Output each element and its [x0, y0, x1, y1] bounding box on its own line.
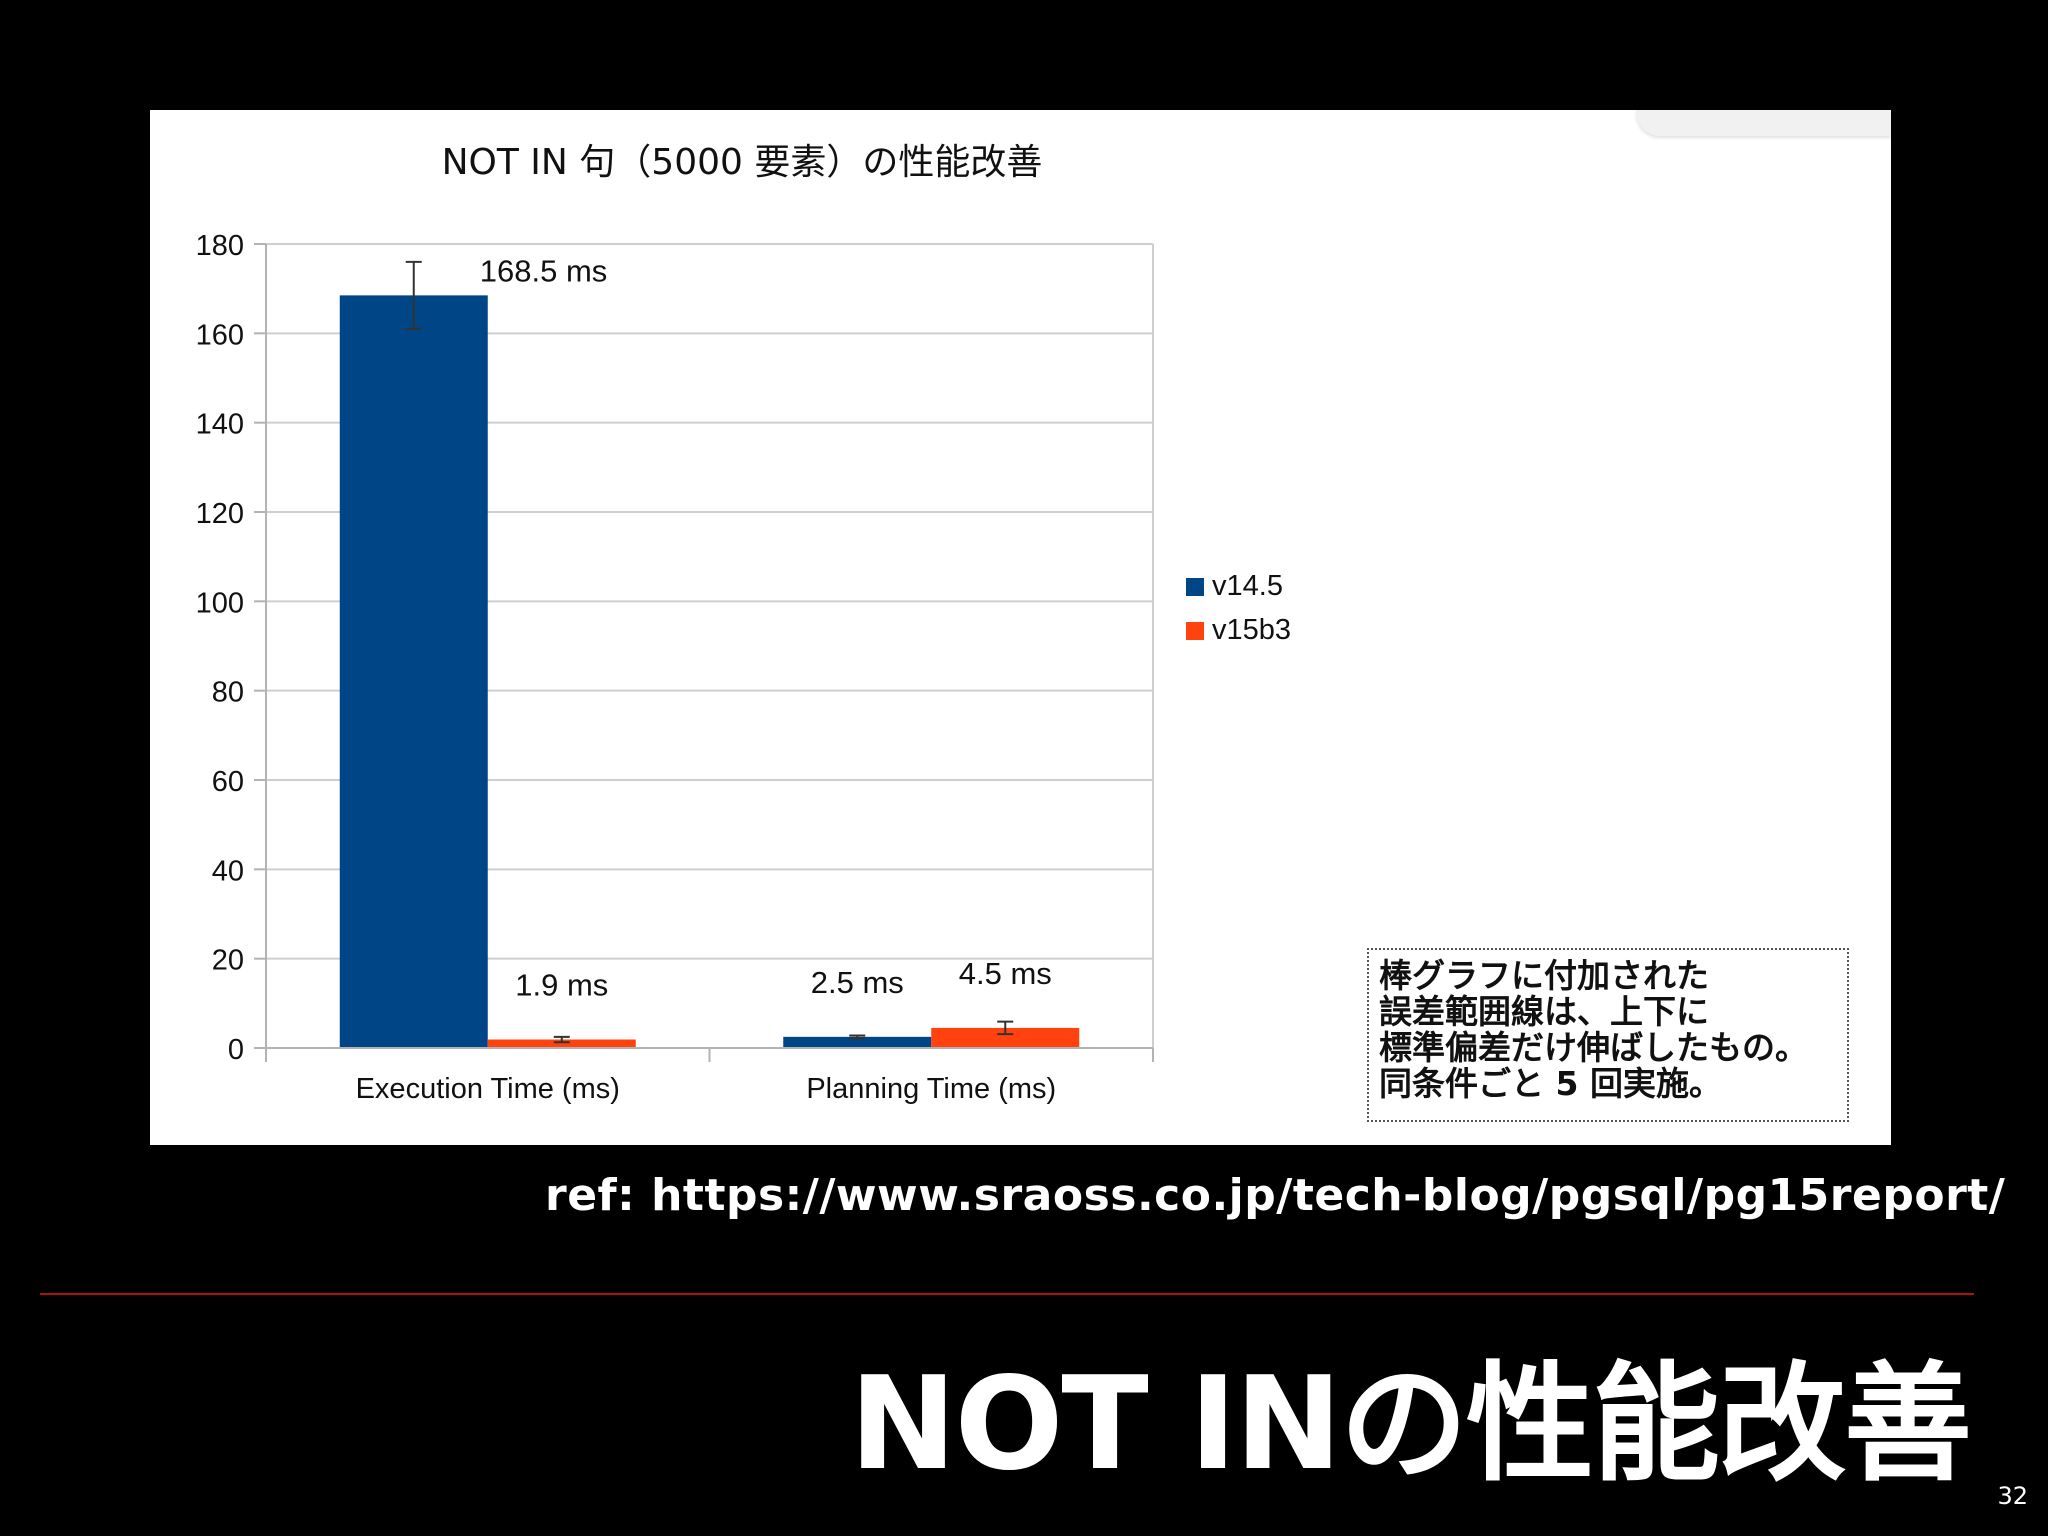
note-line: 同条件ごと 5 回実施。	[1379, 1064, 1722, 1103]
bar-v14.5	[339, 295, 488, 1048]
chart-title: NOT IN 句（5000 要素）の性能改善	[442, 142, 1043, 183]
x-category-label: Execution Time (ms)	[356, 1073, 620, 1105]
data-label: 2.5 ms	[811, 965, 904, 1000]
y-tick-label: 120	[196, 498, 244, 530]
y-tick-label: 0	[228, 1034, 244, 1066]
data-labels: 168.5 ms 1.9 ms 2.5 ms 4.5 ms	[480, 253, 1052, 1002]
y-axis-ticks: 0 20 40 60 80 100 120 140 160 180	[196, 230, 266, 1066]
data-label: 1.9 ms	[515, 968, 608, 1003]
legend-swatch-v15b3	[1186, 622, 1204, 640]
note-line: 標準偏差だけ伸ばしたもの。	[1379, 1028, 1808, 1067]
note-line: 誤差範囲線は、上下に	[1379, 992, 1709, 1031]
y-tick-label: 60	[212, 766, 244, 798]
corner-tab	[1636, 110, 1891, 136]
x-axis-ticks: Execution Time (ms) Planning Time (ms)	[356, 1048, 1154, 1105]
y-tick-label: 180	[196, 230, 244, 262]
bars	[339, 295, 1080, 1048]
error-bars	[405, 260, 1014, 1044]
y-tick-label: 160	[196, 319, 244, 351]
note-box: 棒グラフに付加された 誤差範囲線は、上下に 標準偏差だけ伸ばしたもの。 同条件ご…	[1367, 948, 1849, 1122]
bar-v14.5	[783, 1036, 932, 1048]
data-label: 4.5 ms	[959, 956, 1052, 991]
y-tick-label: 140	[196, 409, 244, 441]
page-number: 32	[1997, 1482, 2028, 1510]
legend-swatch-v14.5	[1186, 578, 1204, 596]
y-tick-label: 100	[196, 587, 244, 619]
bar-v15b3	[931, 1027, 1080, 1048]
reference-link[interactable]: ref: https://www.sraoss.co.jp/tech-blog/…	[545, 1170, 2006, 1221]
y-tick-label: 80	[212, 677, 244, 709]
x-category-label: Planning Time (ms)	[806, 1073, 1056, 1105]
bar-v15b3	[487, 1039, 636, 1048]
y-tick-label: 40	[212, 855, 244, 887]
divider	[40, 1293, 1974, 1295]
legend-label: v15b3	[1212, 614, 1291, 646]
data-label: 168.5 ms	[480, 253, 608, 288]
legend: v14.5 v15b3	[1186, 570, 1291, 646]
note-line: 棒グラフに付加された	[1379, 956, 1709, 995]
legend-label: v14.5	[1212, 570, 1283, 602]
y-tick-label: 20	[212, 945, 244, 977]
bar-chart: NOT IN 句（5000 要素）の性能改善 0 20 40 60 80 100 120 14…	[196, 142, 1291, 1105]
slide-title: NOT INの性能改善	[849, 1350, 1972, 1499]
